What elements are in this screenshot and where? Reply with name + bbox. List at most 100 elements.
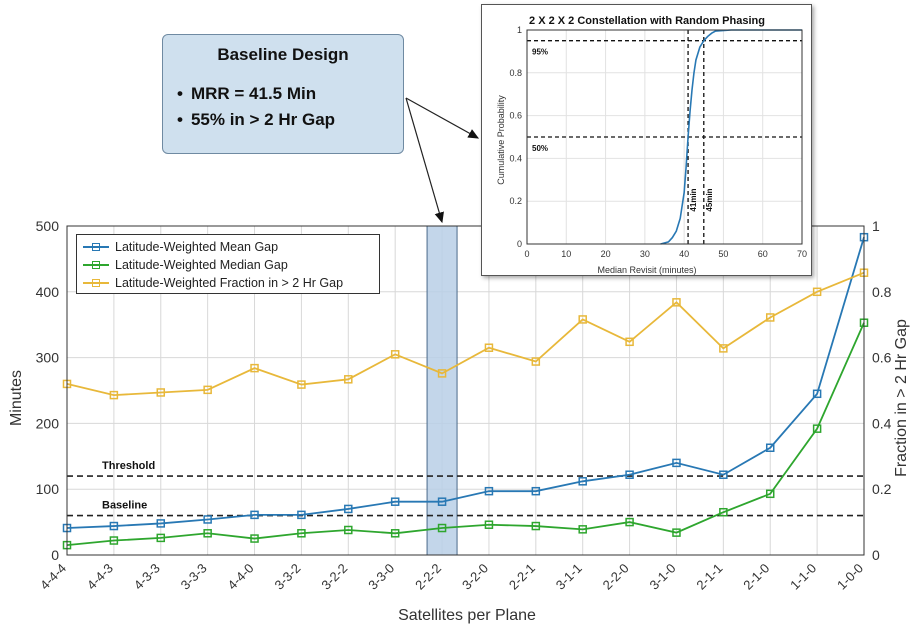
inset-y-tick-label: 0	[517, 239, 522, 249]
data-point	[344, 504, 353, 514]
y2-axis-label: Fraction in > 2 Hr Gap	[893, 319, 910, 477]
legend-label: Latitude-Weighted Fraction in > 2 Hr Gap	[115, 276, 344, 290]
x-tick-label: 4-4-0	[225, 561, 257, 593]
data-point	[156, 519, 166, 528]
callout-bullets: MRR = 41.5 Min 55% in > 2 Hr Gap	[177, 81, 335, 133]
y-tick-label: 500	[36, 218, 60, 234]
data-point	[437, 369, 447, 378]
inset-x-tick-label: 40	[679, 249, 689, 259]
data-point	[765, 313, 775, 322]
x-tick-label: 4-4-4	[37, 561, 69, 593]
data-point	[812, 424, 822, 433]
data-point	[765, 443, 775, 452]
reference-lines: Threshold Baseline	[67, 460, 864, 517]
y-tick-label: 100	[36, 481, 60, 497]
x-tick-label: 3-2-0	[459, 561, 491, 593]
data-point	[484, 520, 494, 529]
legend-item-mean-gap: Latitude-Weighted Mean Gap	[83, 239, 278, 255]
baseline-callout: Baseline Design MRR = 41.5 Min 55% in > …	[162, 34, 404, 154]
data-point	[484, 343, 494, 352]
x-tick-label: 3-1-1	[553, 561, 585, 593]
y2-tick-label: 0.6	[872, 350, 892, 366]
data-point	[672, 458, 681, 468]
callout-arrow-to-inset	[405, 97, 480, 139]
series-group	[62, 232, 869, 550]
data-point	[109, 521, 119, 531]
inset-x-tick-label: 60	[758, 249, 768, 259]
data-point	[390, 350, 400, 359]
legend-item-fraction: Latitude-Weighted Fraction in > 2 Hr Gap	[83, 275, 343, 291]
plot-frame	[66, 225, 865, 556]
y2-tick-label: 0.8	[872, 284, 892, 300]
data-point	[156, 388, 166, 397]
x-tick-label: 2-1-0	[740, 561, 772, 593]
data-point	[531, 521, 541, 531]
inset-x-tick-label: 10	[561, 249, 571, 259]
inset-y-tick-label: 0.2	[509, 196, 522, 206]
inset-title: 2 X 2 X 2 Constellation with Random Phas…	[529, 15, 765, 27]
inset-x-axis-label: Median Revisit (minutes)	[597, 265, 696, 275]
reference-line-label: Threshold	[102, 460, 155, 472]
inset-reference-label: 41min	[689, 188, 698, 211]
callout-bullet: 55% in > 2 Hr Gap	[177, 107, 335, 133]
series-line	[66, 322, 865, 547]
inset-reference-lines: 95% 50% 41min 45min	[527, 30, 802, 244]
data-point	[297, 380, 306, 389]
inset-y-tick-label: 0.4	[509, 153, 522, 163]
inset-y-tick-label: 1	[517, 25, 522, 35]
inset-reference-label: 50%	[532, 144, 548, 153]
x-tick-label: 3-3-0	[365, 561, 397, 593]
series-line	[66, 271, 865, 397]
x-tick-label: 3-3-3	[178, 561, 210, 593]
data-point	[719, 470, 728, 479]
inset-x-tick-label: 30	[640, 249, 650, 259]
data-point	[250, 363, 259, 373]
data-point	[578, 525, 587, 534]
inset-tick-labels: 0 10 20 30 40 50 60 70 0 0.2 0.4 0.6 0.8 1	[509, 25, 807, 259]
data-point	[437, 497, 447, 506]
data-point	[719, 344, 728, 353]
data-point	[156, 533, 166, 543]
callout-bullet: MRR = 41.5 Min	[177, 81, 335, 107]
x-tick-label: 2-1-1	[693, 561, 725, 593]
x-tick-label: 1-1-0	[787, 561, 819, 593]
y2-tick-label: 0.2	[872, 481, 892, 497]
inset-chart: 2 X 2 X 2 Constellation with Random Phas…	[496, 15, 807, 275]
y-tick-label: 400	[36, 284, 60, 300]
x-tick-label: 3-1-0	[647, 561, 679, 593]
data-point	[250, 510, 259, 520]
y-tick-label: 300	[36, 350, 60, 366]
inset-reference-label: 95%	[532, 48, 548, 57]
data-point	[765, 489, 775, 499]
legend-item-median-gap: Latitude-Weighted Median Gap	[83, 257, 288, 273]
chart-legend: Latitude-Weighted Mean Gap Latitude-Weig…	[76, 234, 380, 294]
data-point	[625, 470, 634, 479]
data-point	[203, 385, 212, 395]
legend-label: Latitude-Weighted Median Gap	[115, 258, 288, 272]
data-point	[109, 536, 119, 545]
y2-tick-label: 0	[872, 547, 880, 563]
data-point	[390, 497, 400, 506]
y2-tick-label: 0.4	[872, 415, 892, 431]
inset-x-tick-label: 20	[601, 249, 611, 259]
data-point	[344, 525, 353, 535]
data-point	[578, 477, 587, 486]
data-point	[109, 390, 119, 400]
data-point	[531, 486, 541, 496]
data-point	[437, 523, 447, 533]
data-point	[672, 528, 681, 537]
data-point	[625, 337, 634, 347]
callout-title: Baseline Design	[217, 45, 349, 64]
data-point	[390, 529, 400, 538]
x-axis-label: Satellites per Plane	[398, 607, 536, 624]
inset-y-tick-label: 0.6	[509, 111, 522, 121]
inset-y-axis-label: Cumulative Probability	[496, 95, 506, 185]
data-point	[625, 517, 634, 527]
inset-x-tick-label: 50	[718, 249, 728, 259]
data-point	[203, 515, 212, 524]
x-tick-label: 4-4-3	[84, 561, 116, 593]
data-point	[672, 298, 681, 307]
data-point	[812, 287, 822, 297]
x-tick-label: 2-2-1	[506, 561, 538, 593]
